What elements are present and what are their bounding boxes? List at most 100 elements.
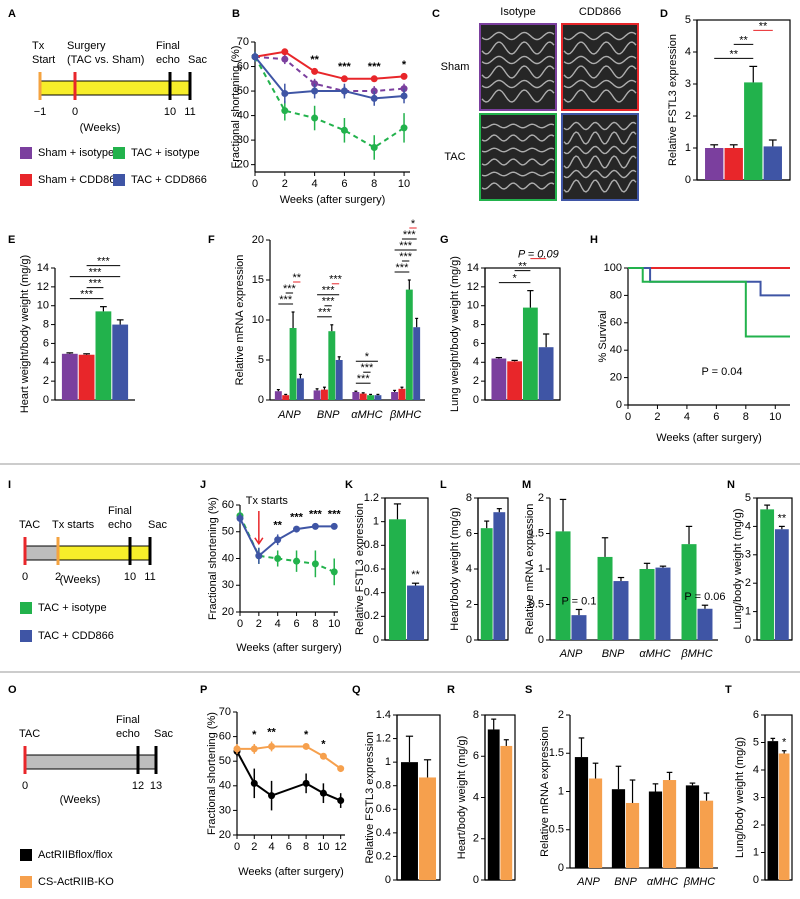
event-label: TAC (19, 728, 40, 740)
bar (522, 307, 538, 400)
x-tick-label: 2 (256, 618, 262, 630)
legend-label: ActRIIBflox/flox (38, 849, 113, 861)
y-tick-label: 4 (466, 563, 472, 575)
y-tick-label: 20 (219, 829, 231, 841)
significance: * (365, 351, 370, 363)
x-tick-label: 10 (317, 841, 329, 853)
y-tick-label: 14 (467, 262, 479, 274)
event-label: Final (116, 714, 140, 726)
y-tick-label: 10 (467, 300, 479, 312)
bar (574, 757, 589, 868)
period-bar (57, 545, 151, 561)
event-label: echo (108, 519, 132, 531)
significance: *** (360, 362, 374, 374)
x-tick-label: 4 (312, 178, 318, 190)
y-tick-label: 70 (237, 36, 249, 48)
data-point (236, 514, 244, 522)
y-tick-label: 1.5 (549, 747, 564, 759)
unit-label: (Weeks) (80, 122, 121, 134)
y-tick-label: 0 (466, 634, 472, 646)
bar (480, 528, 493, 640)
bar (407, 585, 425, 640)
data-point (233, 745, 241, 753)
y-tick-label: 60 (219, 731, 231, 743)
bar (487, 729, 500, 880)
bar (648, 791, 663, 868)
legend-swatch (20, 876, 32, 888)
bar (405, 289, 413, 400)
row-title: TAC (444, 151, 465, 163)
y-tick-label: 60 (610, 317, 622, 329)
data-point (370, 143, 378, 151)
significance: P = 0.1 (561, 595, 596, 607)
bar (328, 331, 336, 400)
y-tick-label: 6 (753, 709, 759, 721)
panel-letter: S (525, 684, 532, 696)
x-tick-label: ANP (277, 409, 301, 421)
y-tick-label: 2 (753, 819, 759, 831)
bar (78, 354, 95, 400)
bar (274, 391, 282, 400)
x-tick-label: 4 (684, 411, 690, 423)
y-tick-label: 0 (473, 394, 479, 406)
bar (61, 353, 78, 400)
data-point (337, 765, 345, 773)
y-tick-label: 2 (43, 375, 49, 387)
y-tick-label: 0.6 (364, 563, 379, 575)
echo-trace (563, 31, 637, 41)
significance: ** (267, 726, 276, 738)
data-point (311, 114, 319, 122)
y-tick-label: 12 (37, 281, 49, 293)
x-axis-label: Weeks (after surgery) (238, 866, 344, 878)
significance: *** (399, 240, 413, 252)
echo-trace (481, 89, 555, 103)
bar (685, 785, 700, 868)
legend-label: TAC + CDD866 (131, 174, 207, 186)
unit-label: (Weeks) (60, 794, 101, 806)
x-tick-label: αMHC (639, 648, 670, 660)
x-tick-label: 0 (22, 780, 28, 792)
x-axis-label: Weeks (after surgery) (236, 642, 342, 654)
significance: * (411, 218, 416, 230)
y-tick-label: 6 (43, 337, 49, 349)
x-axis-label: Weeks (after surgery) (280, 194, 386, 206)
echo-trace (563, 55, 637, 65)
y-axis-label: Fractional shortening (%) (207, 497, 219, 620)
echo-trace (563, 79, 637, 89)
y-tick-label: 100 (604, 262, 622, 274)
significance: ** (310, 54, 319, 66)
period-bar (24, 754, 157, 770)
y-axis-label: Relative mRNA expression (524, 504, 536, 635)
bar (744, 82, 763, 180)
series-line (254, 56, 405, 100)
echo-trace (563, 121, 637, 131)
period-bar (39, 80, 191, 96)
y-tick-label: 60 (237, 60, 249, 72)
data-point (250, 779, 258, 787)
data-point (255, 552, 263, 560)
y-tick-label: 20 (237, 159, 249, 171)
significance: *** (97, 256, 111, 268)
x-tick-label: 4 (268, 841, 274, 853)
y-tick-label: 10 (252, 314, 264, 326)
data-point (340, 87, 348, 95)
y-tick-label: 0 (538, 634, 544, 646)
y-tick-label: 4 (473, 356, 479, 368)
echo-trace (481, 31, 555, 41)
data-point (370, 94, 378, 102)
data-point (274, 536, 282, 544)
legend-label: Sham + isotype (38, 147, 114, 159)
bar (289, 328, 297, 400)
bar (571, 615, 587, 640)
bar (662, 780, 677, 868)
bar (388, 519, 406, 640)
significance: P = 0.06 (684, 591, 725, 603)
legend-swatch (113, 174, 125, 186)
x-tick-label: ANP (576, 876, 600, 888)
x-tick-label: 4 (275, 618, 281, 630)
data-point (400, 92, 408, 100)
y-tick-label: 30 (237, 134, 249, 146)
x-tick-label: 6 (286, 841, 292, 853)
bar (611, 789, 626, 868)
